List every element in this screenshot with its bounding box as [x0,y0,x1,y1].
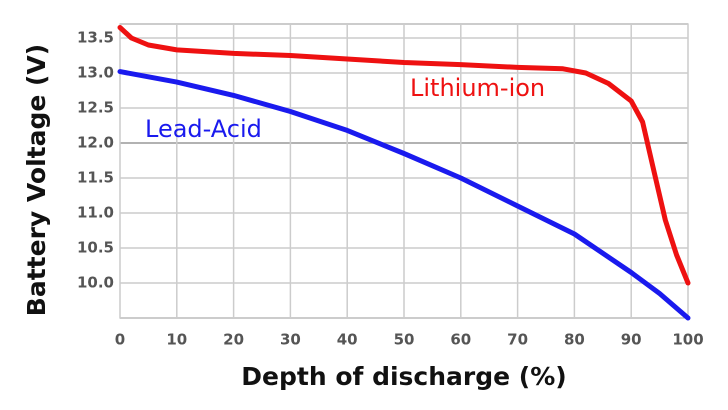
x-tick-label: 70 [507,331,528,349]
y-tick-label: 12.0 [77,134,114,152]
x-axis-title: Depth of discharge (%) [241,362,566,391]
x-tick-label: 20 [223,331,244,349]
x-tick-label: 30 [280,331,301,349]
y-tick-label: 13.5 [77,29,114,47]
y-tick-label: 13.0 [77,64,114,82]
x-tick-label: 80 [564,331,585,349]
x-tick-label: 40 [337,331,358,349]
y-tick-label: 12.5 [77,99,114,117]
y-tick-label: 11.5 [77,169,114,187]
x-tick-label: 50 [394,331,415,349]
y-axis-title: Battery Voltage (V) [22,44,51,316]
x-tick-label: 60 [450,331,471,349]
y-tick-label: 10.0 [77,274,114,292]
series-label: Lithium-ion [410,74,545,102]
x-tick-label: 100 [672,331,703,349]
x-tick-label: 10 [166,331,187,349]
x-tick-label: 90 [621,331,642,349]
x-tick-label: 0 [115,331,125,349]
y-tick-label: 10.5 [77,239,114,257]
y-tick-label: 11.0 [77,204,114,222]
line-series [117,69,691,321]
series-label: Lead-Acid [145,115,262,143]
line-series [117,25,691,286]
